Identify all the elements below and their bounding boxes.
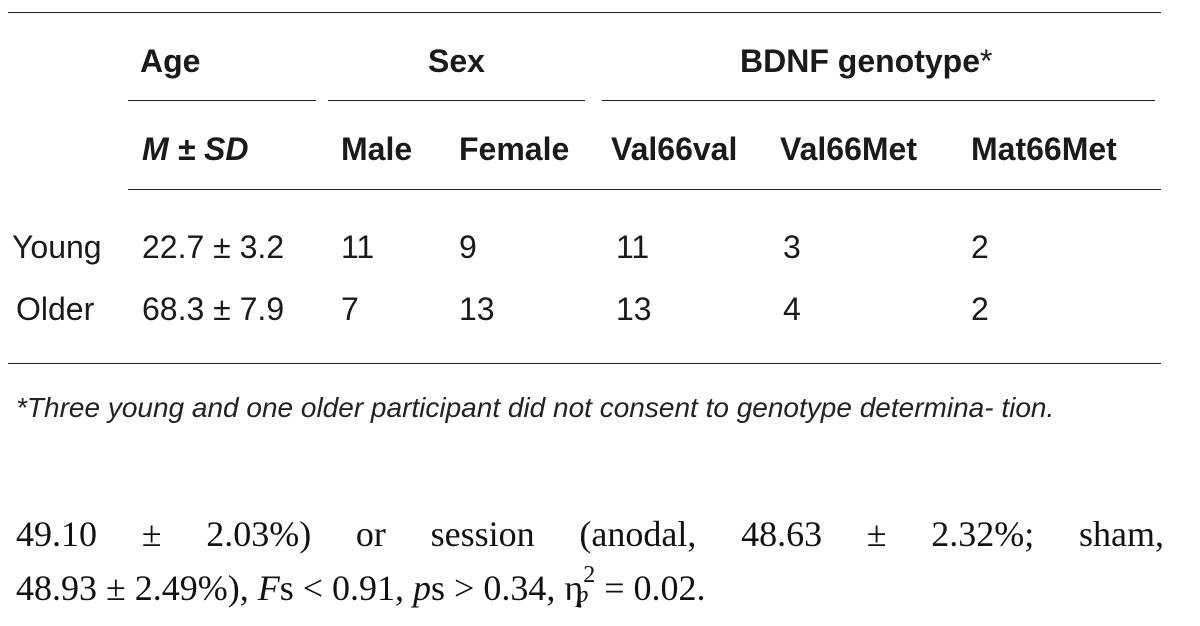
subheader-mat66met: Mat66Met bbox=[971, 131, 1117, 167]
header-bdnf-genotype: BDNF genotype* bbox=[740, 45, 992, 77]
table-rule-top bbox=[8, 12, 1161, 13]
eta-letter: η bbox=[564, 567, 584, 608]
header-underline-bdnf bbox=[602, 100, 1155, 101]
stat-f-value: s < 0.91, bbox=[279, 567, 414, 608]
row-older-male: 7 bbox=[341, 291, 359, 327]
eta-superscript: 2 bbox=[583, 561, 596, 588]
eta-subscript: p bbox=[576, 581, 589, 608]
subheader-val66val: Val66val bbox=[611, 131, 738, 167]
row-older-female: 13 bbox=[459, 291, 495, 327]
subheader-female: Female bbox=[459, 131, 570, 167]
body-line-2-start: 48.93 ± 2.49%), bbox=[16, 567, 258, 608]
stat-f-symbol: F bbox=[257, 567, 280, 608]
row-young-age: 22.7 ± 3.2 bbox=[142, 229, 285, 265]
subheader-val66met: Val66Met bbox=[780, 131, 917, 167]
header-underline-age bbox=[128, 100, 316, 101]
body-line-2: 48.93 ± 2.49%), Fs < 0.91, ps > 0.34, η2… bbox=[16, 559, 1164, 613]
row-young-label: Young bbox=[12, 229, 102, 265]
subheader-age-stat: M ± SD bbox=[142, 131, 249, 167]
row-young-mat66met: 2 bbox=[971, 229, 989, 265]
body-line-1: 49.10 ± 2.03%) or session (anodal, 48.63… bbox=[16, 514, 1164, 554]
row-young-female: 9 bbox=[459, 229, 477, 265]
table-footnote: *Three young and one older participant d… bbox=[16, 392, 1055, 423]
row-older-label: Older bbox=[16, 291, 95, 327]
row-older-val66val: 13 bbox=[616, 291, 652, 327]
header-bdnf-label: BDNF genotype bbox=[740, 43, 980, 79]
stat-p-value: s > 0.34, bbox=[431, 567, 565, 608]
row-older-age: 68.3 ± 7.9 bbox=[142, 291, 285, 327]
stat-eta-symbol: η2 p bbox=[564, 559, 595, 613]
row-young-val66val: 11 bbox=[616, 229, 650, 265]
row-older-val66met: 4 bbox=[783, 291, 801, 327]
stat-p-symbol: p bbox=[413, 567, 432, 608]
header-age: Age bbox=[140, 43, 201, 79]
header-sex: Sex bbox=[428, 43, 485, 79]
row-young-male: 11 bbox=[341, 229, 375, 265]
subheader-male: Male bbox=[341, 131, 413, 167]
header-bdnf-footnote-mark: * bbox=[980, 43, 993, 79]
table-rule-bottom bbox=[8, 363, 1161, 364]
body-paragraph: 49.10 ± 2.03%) or session (anodal, 48.63… bbox=[16, 510, 1164, 612]
stat-eta-value: = 0.02. bbox=[595, 567, 706, 608]
header-underline-sex bbox=[328, 100, 585, 101]
row-young-val66met: 3 bbox=[783, 229, 801, 265]
row-older-mat66met: 2 bbox=[971, 291, 989, 327]
table-rule-header bbox=[128, 189, 1161, 190]
